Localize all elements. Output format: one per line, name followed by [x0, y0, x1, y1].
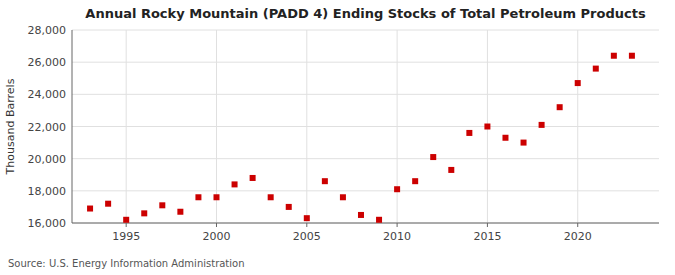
point — [502, 135, 508, 141]
grid-line-y — [72, 223, 659, 224]
point — [250, 175, 256, 181]
point — [232, 181, 238, 187]
point — [105, 201, 111, 207]
grid-line-y — [72, 30, 659, 31]
y-tick-label: 20,000 — [28, 153, 67, 166]
y-tick-label: 26,000 — [28, 56, 67, 69]
x-axis-line — [72, 223, 659, 224]
x-tick — [487, 223, 488, 227]
y-axis-label: Thousand Barrels — [4, 78, 17, 175]
point — [358, 212, 364, 218]
point — [159, 202, 165, 208]
grid-line-y — [72, 62, 659, 63]
point — [177, 209, 183, 215]
point — [376, 217, 382, 223]
point — [466, 130, 472, 136]
grid-line-y — [72, 94, 659, 95]
x-tick — [126, 223, 127, 227]
point — [629, 53, 635, 59]
point — [141, 210, 147, 216]
point — [123, 217, 129, 223]
y-axis-line — [72, 30, 73, 223]
point — [394, 186, 400, 192]
point — [322, 178, 328, 184]
x-tick-label: 2015 — [473, 230, 501, 243]
y-tick-label: 22,000 — [28, 121, 67, 134]
grid-line-x — [306, 30, 307, 223]
title: Annual Rocky Mountain (PADD 4) Ending St… — [85, 6, 646, 21]
point — [593, 66, 599, 72]
grid-line-y — [72, 158, 659, 159]
chart: Annual Rocky Mountain (PADD 4) Ending St… — [0, 0, 675, 275]
x-tick-label: 1995 — [112, 230, 140, 243]
point — [539, 122, 545, 128]
x-tick — [216, 223, 217, 227]
point — [557, 104, 563, 110]
point — [521, 140, 527, 146]
point — [484, 124, 490, 130]
point — [430, 154, 436, 160]
grid-line-x — [126, 30, 127, 223]
x-tick-label: 2010 — [383, 230, 411, 243]
point — [448, 167, 454, 173]
x-tick-label: 2005 — [293, 230, 321, 243]
y-tick-label: 28,000 — [28, 24, 67, 37]
point — [340, 194, 346, 200]
y-tick-label: 16,000 — [28, 217, 67, 230]
point — [213, 194, 219, 200]
grid-line-x — [216, 30, 217, 223]
x-tick — [397, 223, 398, 227]
grid-line-x — [397, 30, 398, 223]
point — [195, 194, 201, 200]
point — [412, 178, 418, 184]
point — [286, 204, 292, 210]
point — [304, 215, 310, 221]
y-tick-label: 24,000 — [28, 88, 67, 101]
point — [575, 80, 581, 86]
points — [87, 53, 635, 223]
grid-line-x — [577, 30, 578, 223]
x-tick-label: 2020 — [564, 230, 592, 243]
y-tick-label: 18,000 — [28, 185, 67, 198]
grid-line-y — [72, 190, 659, 191]
grid-line-y — [72, 126, 659, 127]
point — [611, 53, 617, 59]
grid — [72, 30, 659, 223]
x-tick — [306, 223, 307, 227]
point — [87, 206, 93, 212]
x-tick — [577, 223, 578, 227]
source-note: Source: U.S. Energy Information Administ… — [8, 258, 245, 269]
chart-container: Annual Rocky Mountain (PADD 4) Ending St… — [0, 0, 675, 275]
x-tick-label: 2000 — [202, 230, 230, 243]
point — [268, 194, 274, 200]
